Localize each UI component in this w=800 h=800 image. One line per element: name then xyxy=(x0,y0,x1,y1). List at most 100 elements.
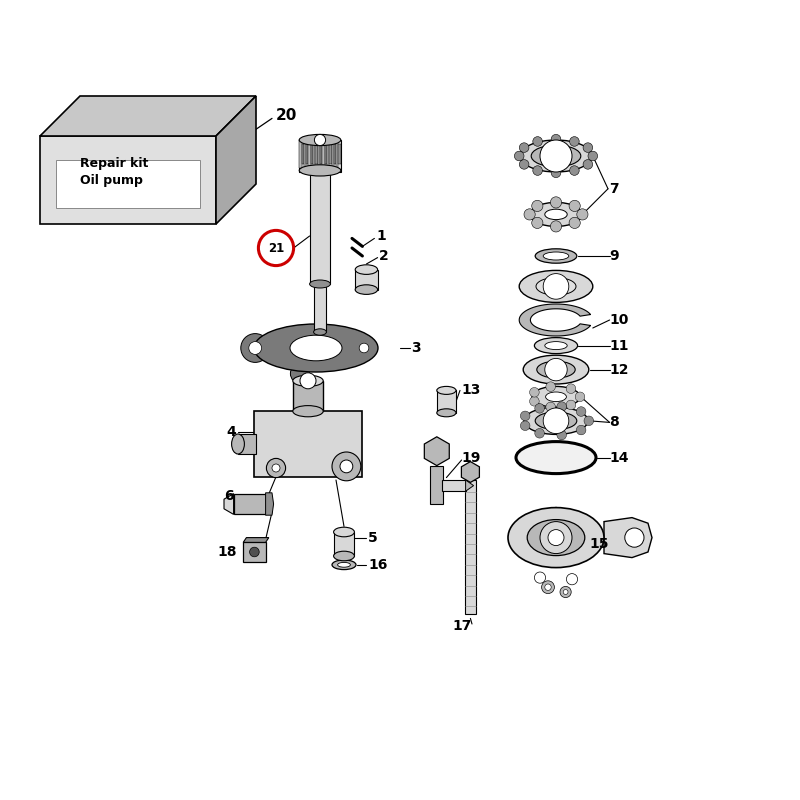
Circle shape xyxy=(258,230,294,266)
Circle shape xyxy=(272,464,280,472)
Bar xyxy=(430,466,443,504)
Text: 16: 16 xyxy=(368,558,387,572)
Ellipse shape xyxy=(355,285,378,294)
Circle shape xyxy=(532,218,543,229)
Circle shape xyxy=(543,408,569,434)
Circle shape xyxy=(249,342,262,354)
Circle shape xyxy=(534,572,546,583)
Text: 21: 21 xyxy=(268,242,284,254)
Polygon shape xyxy=(462,462,479,482)
Bar xyxy=(331,140,334,168)
Circle shape xyxy=(519,159,529,169)
Circle shape xyxy=(534,403,544,413)
Ellipse shape xyxy=(334,551,354,561)
Bar xyxy=(302,144,304,164)
Circle shape xyxy=(530,387,539,397)
Circle shape xyxy=(551,168,561,178)
Ellipse shape xyxy=(545,342,567,350)
Circle shape xyxy=(540,140,572,172)
Ellipse shape xyxy=(534,338,578,354)
Polygon shape xyxy=(40,96,256,136)
Bar xyxy=(293,381,323,411)
Text: 19: 19 xyxy=(462,450,481,465)
Ellipse shape xyxy=(520,140,592,172)
Bar xyxy=(315,144,318,164)
Circle shape xyxy=(514,151,524,161)
Circle shape xyxy=(569,200,580,211)
Ellipse shape xyxy=(437,386,456,394)
Circle shape xyxy=(520,411,530,421)
Bar xyxy=(334,532,354,556)
Circle shape xyxy=(583,143,593,152)
Circle shape xyxy=(314,134,326,146)
Bar xyxy=(318,140,320,168)
Circle shape xyxy=(533,166,542,175)
Polygon shape xyxy=(424,437,450,466)
Ellipse shape xyxy=(314,329,326,335)
Polygon shape xyxy=(216,96,256,224)
Circle shape xyxy=(250,547,259,557)
Circle shape xyxy=(566,400,576,410)
Polygon shape xyxy=(604,518,652,558)
Ellipse shape xyxy=(537,362,575,378)
Bar xyxy=(442,480,466,491)
Ellipse shape xyxy=(293,406,323,417)
Circle shape xyxy=(575,392,585,402)
Circle shape xyxy=(535,429,545,438)
Ellipse shape xyxy=(524,407,588,434)
Ellipse shape xyxy=(516,442,596,474)
Bar xyxy=(310,144,313,164)
Bar xyxy=(314,284,326,332)
Polygon shape xyxy=(266,493,274,515)
Circle shape xyxy=(519,143,529,152)
Circle shape xyxy=(550,197,562,208)
Ellipse shape xyxy=(355,265,378,274)
Text: 3: 3 xyxy=(411,341,421,355)
Ellipse shape xyxy=(523,355,589,384)
Polygon shape xyxy=(40,136,216,224)
Bar xyxy=(254,411,362,477)
Circle shape xyxy=(566,384,576,394)
Ellipse shape xyxy=(338,562,350,567)
Bar xyxy=(437,390,456,413)
Ellipse shape xyxy=(532,386,580,407)
Ellipse shape xyxy=(310,166,330,174)
Bar xyxy=(238,434,256,454)
Circle shape xyxy=(577,209,588,220)
Ellipse shape xyxy=(519,270,593,302)
Circle shape xyxy=(557,402,566,411)
Circle shape xyxy=(300,373,316,389)
Ellipse shape xyxy=(545,209,567,219)
Circle shape xyxy=(625,528,644,547)
Polygon shape xyxy=(224,494,234,514)
Ellipse shape xyxy=(290,335,342,361)
Text: 20: 20 xyxy=(276,109,298,123)
Circle shape xyxy=(533,137,542,146)
Circle shape xyxy=(290,364,310,383)
Circle shape xyxy=(545,358,567,381)
Circle shape xyxy=(588,151,598,161)
Bar xyxy=(334,144,336,164)
Text: 17: 17 xyxy=(453,618,472,633)
Ellipse shape xyxy=(299,134,341,146)
Text: 5: 5 xyxy=(368,530,378,545)
Ellipse shape xyxy=(535,412,577,430)
Ellipse shape xyxy=(299,165,341,176)
Ellipse shape xyxy=(543,252,569,260)
Circle shape xyxy=(557,430,566,440)
Circle shape xyxy=(584,416,594,426)
Circle shape xyxy=(551,134,561,144)
Bar xyxy=(309,140,310,168)
Ellipse shape xyxy=(508,508,604,568)
Text: 14: 14 xyxy=(610,450,629,465)
Circle shape xyxy=(583,159,593,169)
Circle shape xyxy=(266,458,286,478)
Ellipse shape xyxy=(531,146,581,166)
Bar xyxy=(234,494,266,514)
Bar xyxy=(306,144,309,164)
Ellipse shape xyxy=(536,278,576,295)
Ellipse shape xyxy=(232,434,245,454)
Text: 10: 10 xyxy=(610,313,629,327)
Ellipse shape xyxy=(254,324,378,372)
Circle shape xyxy=(546,402,555,412)
